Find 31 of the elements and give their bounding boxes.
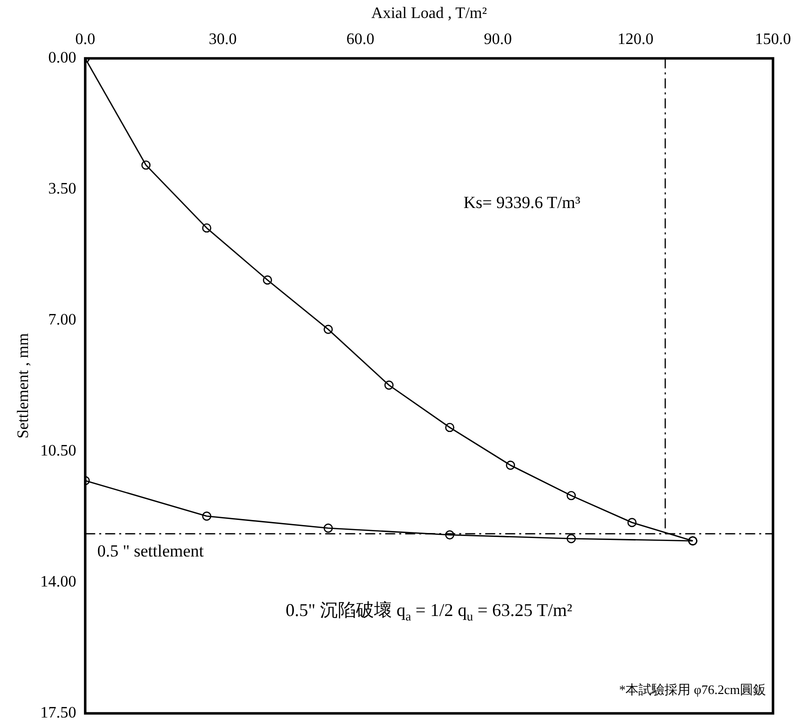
point [566, 490, 576, 500]
y-tick-label: 7.00 [48, 312, 76, 329]
point [445, 422, 454, 432]
point [384, 380, 394, 390]
x-axis-title: Axial Load , T/m² [371, 4, 488, 22]
x-tick-label: 30.0 [208, 31, 237, 48]
y-tick-label: 10.50 [40, 442, 76, 460]
point [324, 524, 333, 533]
annotation: Ks= 9339.6 T/m³ [463, 192, 580, 212]
y-tick-label: 17.50 [40, 704, 76, 722]
y-tick-label: 3.50 [48, 180, 76, 198]
point [324, 324, 333, 334]
y-tick-label: 14.00 [40, 574, 76, 591]
x-tick-label: 120.0 [617, 31, 654, 48]
y-tick-label: 0.00 [48, 50, 76, 67]
point [202, 223, 212, 233]
x-tick-label: 60.0 [346, 31, 374, 48]
point [566, 534, 576, 544]
point [141, 160, 151, 170]
x-tick-label: 90.0 [484, 31, 512, 48]
x-tick-label: 0.0 [75, 31, 96, 48]
annotation: 0.5" 沉陷破壞 q$_{a}$ = 1/2 q$_{u}$ = 63.25 T/m² [286, 599, 572, 625]
point [627, 518, 637, 528]
y-axis-title: Settlement , mm [14, 332, 32, 439]
annotation: *本試驗採用 φ76.2cm圓鈑 [619, 681, 766, 700]
ref-line-label: 0.5 " settlement [97, 542, 204, 561]
x-tick-label: 150.0 [755, 31, 791, 48]
point [202, 512, 212, 521]
point [445, 530, 454, 540]
point [506, 460, 516, 470]
point [262, 275, 272, 285]
